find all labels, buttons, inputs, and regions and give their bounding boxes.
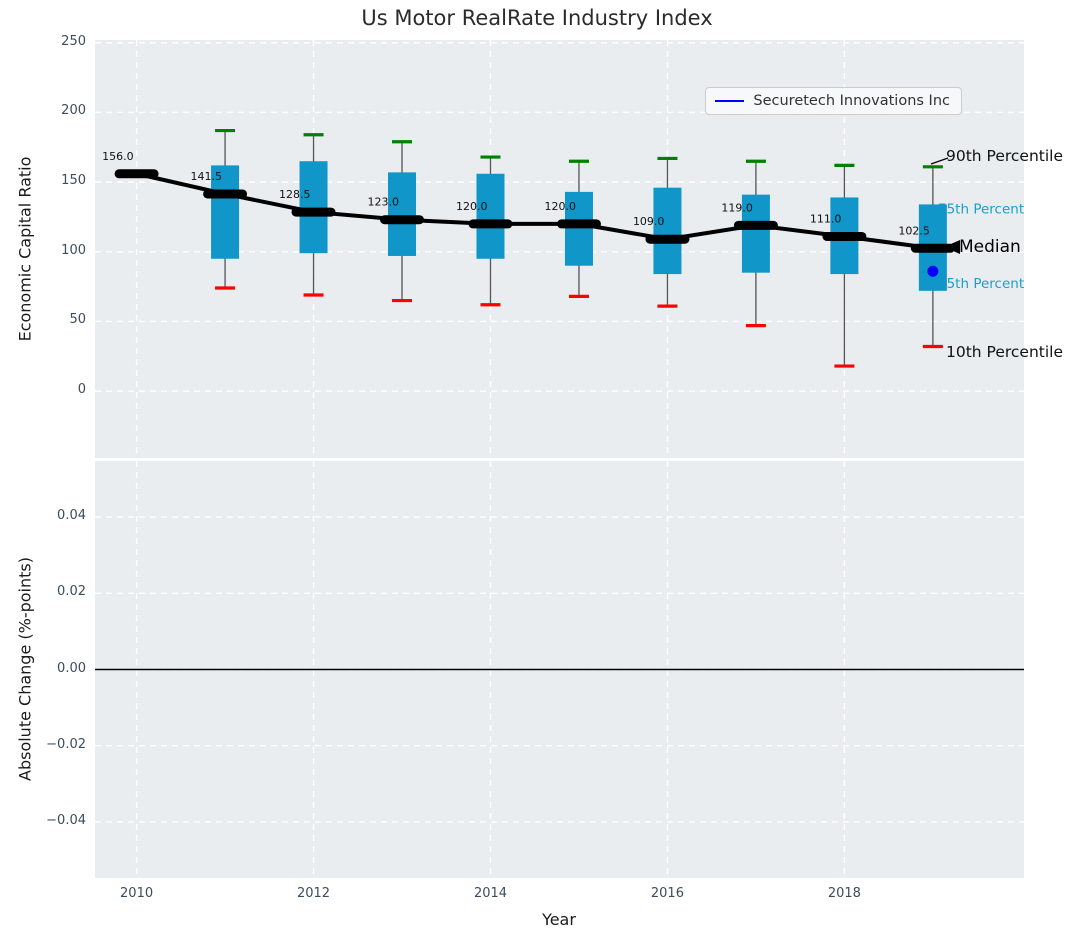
median-value-label: 128.5 [279,188,311,201]
median-bar [733,220,778,230]
top-y-tick-label: 150 [61,173,86,189]
chart-title: Us Motor RealRate Industry Index [361,6,713,30]
median-annotation-arrow-icon [944,240,960,254]
median-value-label: 156.0 [102,150,133,163]
bottom-y-tick-label: 0.00 [57,660,86,676]
annotation-median: Median [959,237,1021,257]
bottom-plot-svg [95,461,1024,878]
median-bar [203,189,248,199]
x-axis-label: Year [542,910,576,929]
boxplot-series: 156.0 141.5 128.5 123.0 120.0 120.0 109.0 119.0… [102,128,955,368]
iqr-box [388,172,417,256]
top-y-tick-label: 0 [77,382,86,398]
legend-line-swatch [715,99,745,102]
annotation-10th-percentile: 10th Percentile [946,343,1064,361]
iqr-box [564,191,593,266]
annotation-90th-percentile: 90th Percentile [946,147,1064,165]
bottom-axes-panel [95,461,1024,878]
bottom-y-tick-label: 0.02 [57,584,86,600]
median-value-label: 109.0 [633,215,665,228]
legend: Securetech Innovations Inc [705,87,962,115]
median-value-label: 119.0 [721,201,753,214]
top-y-tick-label: 50 [69,312,86,328]
iqr-box [211,165,240,259]
90th-leader-line [930,157,949,165]
median-value-label: 141.5 [191,170,223,183]
annotation-25th-percentile: 25th Percentile [938,276,1024,292]
median-value-label: 102.5 [898,224,930,237]
median-value-label: 123.0 [368,196,400,209]
median-bar [822,231,867,241]
iqr-box [741,194,770,273]
median-bar [645,234,690,244]
x-tick-label: 2018 [827,886,861,901]
x-tick-label: 2010 [120,886,154,901]
bottom-y-tick-label: 0.04 [57,508,86,524]
annotation-75th-percentile: 75th Percentile [938,202,1024,218]
x-tick-label: 2014 [473,886,508,901]
x-tick-label: 2016 [650,886,684,901]
median-value-label: 120.0 [544,200,576,213]
median-bar [556,219,601,229]
median-bar [380,215,425,225]
top-axes-panel: 75th Percentile 25th Percentile 156.0 141… [95,40,1024,458]
top-y-tick-label: 250 [61,33,86,49]
median-bar [291,207,336,217]
bottom-y-tick-label: −0.02 [46,736,86,752]
iqr-box [476,173,505,259]
legend-label: Securetech Innovations Inc [753,92,950,109]
median-value-label: 120.0 [456,200,488,213]
bottom-y-tick-label: −0.04 [46,812,86,828]
x-tick-label: 2012 [296,886,331,901]
median-bar [114,169,159,179]
top-y-tick-label: 200 [61,103,86,119]
median-trend-line [136,171,934,251]
median-bar [910,243,955,253]
iqr-box [299,161,328,254]
median-bar [468,219,513,229]
iqr-box [653,187,682,275]
top-y-tick-label: 100 [61,242,86,258]
median-value-label: 111.0 [810,212,842,225]
company-point [927,265,939,277]
